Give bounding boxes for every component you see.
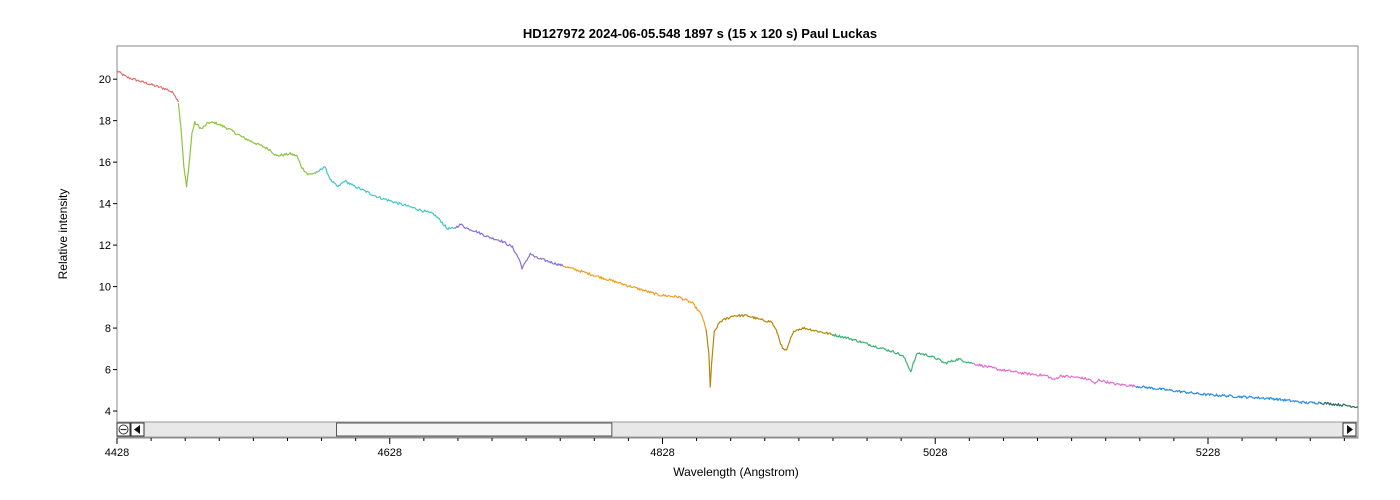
scrollbar-thumb[interactable] — [336, 422, 613, 437]
horizontal-scrollbar[interactable] — [116, 421, 1359, 438]
spectrum-series-5 — [562, 265, 707, 331]
spectrum-series-10 — [1319, 401, 1359, 409]
y-tick-label: 16 — [99, 157, 111, 169]
spectrum-series-2 — [177, 103, 318, 188]
series-group — [116, 70, 1359, 409]
y-tick-label: 18 — [99, 116, 111, 128]
y-tick-label: 8 — [105, 323, 111, 335]
chart-title: HD127972 2024-06-05.548 1897 s (15 x 120… — [523, 26, 877, 41]
plot-frame — [116, 45, 1359, 439]
collapse-icon[interactable] — [116, 422, 131, 437]
spectrum-series-8 — [971, 362, 1136, 388]
x-axis-label: Wavelength (Angstrom) — [673, 465, 799, 479]
spectrum-series-9 — [1135, 385, 1321, 405]
y-tick-label: 14 — [99, 199, 111, 211]
y-tick-label: 20 — [99, 74, 111, 86]
spectrum-series-4 — [453, 223, 564, 270]
x-tick-label: 4428 — [105, 447, 129, 459]
y-tick-label: 10 — [99, 282, 111, 294]
y-tick-label: 4 — [105, 406, 111, 418]
spectrum-series-7 — [831, 333, 973, 373]
left-arrow-icon[interactable] — [130, 422, 145, 437]
x-axis: 4428 4628 4828 5028 5228 — [105, 438, 1345, 459]
spectrum-series-6 — [705, 313, 832, 388]
y-tick-label: 12 — [99, 240, 111, 252]
right-arrow-icon[interactable] — [1342, 422, 1357, 437]
x-tick-label: 4828 — [650, 447, 674, 459]
x-tick-label: 5228 — [1196, 447, 1220, 459]
y-axis-label: Relative intensity — [56, 189, 70, 280]
y-tick-label: 6 — [105, 365, 111, 377]
y-axis: 4 6 8 10 12 14 16 18 20 — [99, 74, 117, 418]
x-tick-label: 4628 — [378, 447, 402, 459]
spectrum-series-1 — [116, 70, 179, 103]
plot-area — [116, 45, 1359, 439]
spectrum-series-3 — [317, 165, 455, 231]
scrollbar-track[interactable] — [116, 421, 1359, 438]
x-tick-label: 5028 — [923, 447, 947, 459]
